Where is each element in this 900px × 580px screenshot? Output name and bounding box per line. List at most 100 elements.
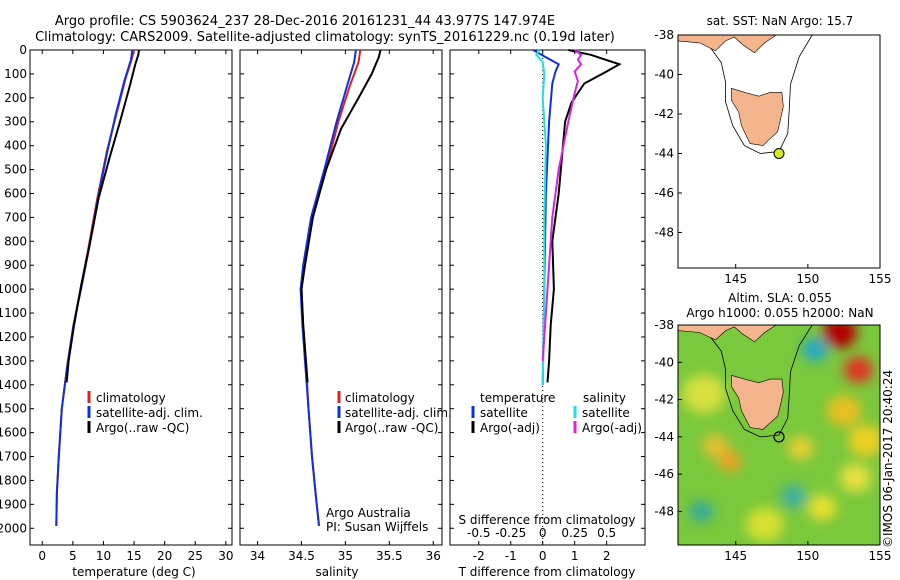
tasmania-shape	[731, 374, 784, 430]
s-tick-label: -0.25	[495, 526, 526, 540]
series-line-clim	[55, 49, 136, 526]
x-tick-label: 20	[157, 549, 172, 563]
x-tick-label: 145	[724, 272, 747, 286]
plot-frame	[239, 49, 443, 546]
legend-s-satellite: satellite	[582, 406, 630, 420]
map-frame	[677, 324, 881, 546]
y-tick-label: 300	[4, 115, 27, 129]
y-tick-label: 1100	[0, 306, 27, 320]
x-tick-label: 35.5	[376, 549, 403, 563]
y-tick-label: 400	[4, 139, 27, 153]
sla-map-title-1: Altim. SLA: 0.055	[728, 291, 832, 305]
s-diff-x-label: S difference from climatology	[459, 513, 636, 527]
legend-temperature-title: temperature	[480, 391, 555, 405]
sla-blob	[843, 356, 873, 383]
s-tick-label: 0.5	[597, 526, 616, 540]
salinity-panel: 34 34.5 35 35.5 36	[239, 49, 443, 563]
y-tick-label: 1800	[0, 473, 27, 487]
series-line-argo_t	[546, 49, 622, 383]
x-tick-label: -2	[473, 549, 485, 563]
series-line-sat_s	[535, 49, 547, 385]
legend-climatology: climatology	[96, 391, 166, 405]
x-tick-label: 10	[96, 549, 111, 563]
legend-satellite: satellite-adj. clim.	[96, 406, 203, 420]
y-tick-label: -44	[654, 146, 674, 160]
tasmania-shape	[731, 87, 784, 146]
imos-timestamp: ©IMOS 06-Jan-2017 20:40:24	[881, 370, 895, 548]
mainland-shape	[678, 325, 807, 343]
x-tick-label: 5	[69, 549, 77, 563]
y-tick-label: 1000	[0, 282, 27, 296]
plot-frame	[449, 49, 646, 546]
x-tick-label: 150	[796, 549, 819, 563]
sla-blob	[787, 436, 814, 460]
x-tick-label: 30	[218, 549, 233, 563]
y-tick-label: -38	[654, 28, 674, 42]
legend-t-argo: Argo(-adj)	[480, 421, 540, 435]
header-line-2: Climatology: CARS2009. Satellite-adjuste…	[35, 30, 615, 45]
s-tick-label: 0	[539, 526, 547, 540]
y-tick-label: 1500	[0, 402, 27, 416]
sst-map-title: sat. SST: NaN Argo: 15.7	[707, 14, 854, 28]
y-tick-label: 0	[19, 43, 27, 57]
map-content	[678, 35, 880, 268]
legend-s-argo: Argo(-adj)	[582, 421, 642, 435]
y-tick-label: -38	[654, 318, 674, 332]
x-tick-label: 0	[539, 549, 547, 563]
y-tick-label: 1200	[0, 330, 27, 344]
salinity-x-label: salinity	[315, 565, 358, 579]
y-tick-label: 900	[4, 258, 27, 272]
argo-location-marker	[773, 431, 785, 443]
y-tick-label: 200	[4, 91, 27, 105]
x-tick-label: 35	[338, 549, 353, 563]
annotation-argo-australia: Argo Australia	[326, 506, 411, 520]
sla-blob	[689, 501, 713, 522]
x-tick-label: 36	[426, 549, 441, 563]
sla-blob	[702, 434, 729, 458]
x-tick-label: 15	[126, 549, 141, 563]
plot-frame	[29, 49, 233, 546]
y-tick-label: -48	[654, 504, 674, 518]
y-tick-label: 100	[4, 67, 27, 81]
y-tick-label: 2000	[0, 521, 27, 535]
x-tick-label: -1	[505, 549, 517, 563]
y-tick-label: -46	[654, 186, 674, 200]
x-tick-label: 34	[250, 549, 265, 563]
difference-panel: -2 -1 0 1 2 -0.5 -0.25 0 0.25 0.5	[449, 49, 646, 563]
y-tick-label: 1400	[0, 378, 27, 392]
argo-location-marker	[773, 147, 785, 159]
legend-argo: Argo(..raw -QC)	[345, 421, 438, 435]
x-tick-label: 1	[571, 549, 579, 563]
sla-blob	[807, 494, 837, 521]
sla-blobs	[682, 325, 880, 542]
mainland-shape	[678, 35, 807, 54]
x-tick-label: 150	[796, 272, 819, 286]
legend-salinity-title: salinity	[583, 391, 626, 405]
sla-blob	[780, 484, 807, 509]
map-content	[678, 325, 880, 545]
temperature-panel: 0100200300400500600700800900100011001200…	[0, 43, 234, 563]
s-tick-label: -0.5	[467, 526, 490, 540]
sla-blob	[718, 450, 742, 472]
t-diff-x-label: T difference from climatology	[458, 565, 636, 579]
y-tick-label: 1300	[0, 354, 27, 368]
y-tick-label: -42	[654, 107, 674, 121]
y-tick-label: 1900	[0, 497, 27, 511]
y-tick-label: 600	[4, 186, 27, 200]
sla-blob	[848, 425, 880, 457]
legend-climatology: climatology	[345, 391, 415, 405]
y-tick-label: 700	[4, 210, 27, 224]
series-line-argo_s	[541, 49, 583, 361]
series-line-argo	[300, 49, 382, 383]
map-frame	[677, 34, 881, 269]
y-tick-label: -44	[654, 430, 674, 444]
header-line-1: Argo profile: CS 5903624_237 28-Dec-2016…	[55, 14, 555, 29]
series-line-argo	[65, 49, 140, 383]
temperature-x-label: temperature (deg C)	[72, 565, 195, 579]
x-tick-label: 155	[869, 549, 892, 563]
series-line-clim	[300, 49, 362, 527]
isobath-line	[709, 35, 813, 154]
x-tick-label: 25	[188, 549, 203, 563]
isobath-line	[709, 325, 813, 438]
